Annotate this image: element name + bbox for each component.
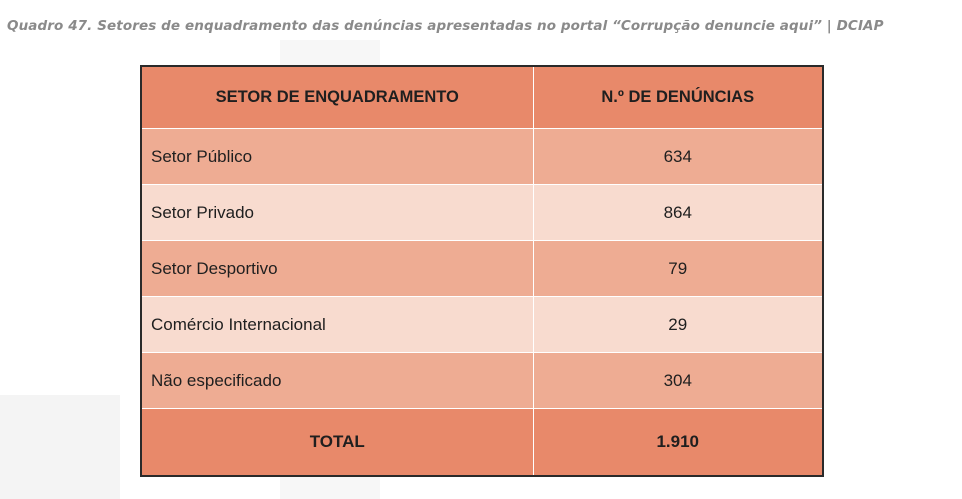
count-cell: 304 bbox=[532, 352, 824, 409]
header-sector: SETOR DE ENQUADRAMENTO bbox=[140, 65, 534, 129]
sector-cell: Setor Desportivo bbox=[140, 240, 534, 297]
count-cell: 29 bbox=[532, 296, 824, 353]
table-row: Setor Desportivo 79 bbox=[140, 240, 824, 297]
table-row: Comércio Internacional 29 bbox=[140, 296, 824, 353]
table-row: Não especificado 304 bbox=[140, 352, 824, 409]
table-header-row: SETOR DE ENQUADRAMENTO N.º DE DENÚNCIAS bbox=[140, 65, 824, 129]
table-row: Setor Privado 864 bbox=[140, 184, 824, 241]
total-value: 1.910 bbox=[532, 408, 824, 477]
complaints-table: SETOR DE ENQUADRAMENTO N.º DE DENÚNCIAS … bbox=[140, 65, 824, 477]
table-row: Setor Público 634 bbox=[140, 128, 824, 185]
sector-cell: Setor Privado bbox=[140, 184, 534, 241]
count-cell: 864 bbox=[532, 184, 824, 241]
sector-cell: Comércio Internacional bbox=[140, 296, 534, 353]
background-block bbox=[0, 395, 120, 499]
sector-cell: Setor Público bbox=[140, 128, 534, 185]
total-row: TOTAL 1.910 bbox=[140, 408, 824, 477]
count-cell: 634 bbox=[532, 128, 824, 185]
table-caption: Quadro 47. Setores de enquadramento das … bbox=[7, 18, 884, 34]
total-label: TOTAL bbox=[140, 408, 534, 477]
sector-cell: Não especificado bbox=[140, 352, 534, 409]
count-cell: 79 bbox=[532, 240, 824, 297]
header-count: N.º DE DENÚNCIAS bbox=[532, 65, 824, 129]
